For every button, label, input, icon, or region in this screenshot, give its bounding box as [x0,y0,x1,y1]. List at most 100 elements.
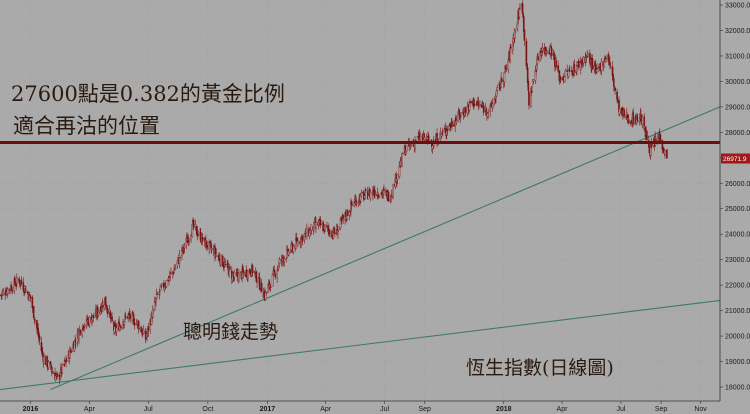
candle-body [65,359,68,362]
candle-body [133,323,136,326]
y-tick-label: 20000.0 [725,334,750,341]
candle-body [537,56,539,61]
candle-body [442,130,444,132]
x-tick-label: 2018 [496,406,512,413]
candle-body [523,29,526,41]
candle-body [276,270,278,279]
candle-body [401,153,403,164]
candle-body [52,372,54,374]
candle-body [238,272,240,282]
candle-body [473,98,475,107]
candle-body [297,240,299,246]
candle-body [563,76,566,83]
candle-body [29,295,32,299]
candle-body [427,135,430,141]
candle-body [446,128,449,132]
candle-body [14,277,16,285]
candle-body [84,325,86,327]
candle-body [38,335,41,341]
candle-body [487,112,490,114]
candle-body [106,308,109,314]
candle-body [531,86,534,92]
candle-body [659,134,662,142]
annotation-smart-money: 聰明錢走勢 [183,321,278,343]
candle-body [333,227,335,235]
candle-body [70,351,73,353]
candle-body [582,57,585,64]
candle-body [521,3,524,14]
candle-body [88,316,91,325]
candle-body [138,325,141,329]
y-tick-label: 25000.0 [725,206,750,213]
candle-body [285,258,287,261]
y-tick-label: 28000.0 [725,130,750,137]
candle-body [69,348,71,359]
candle-body [564,70,567,77]
trendline [50,106,721,391]
candle-body [286,249,288,259]
candle-body [360,192,363,197]
candle-body [47,361,50,369]
candle-body [519,6,521,9]
candle-body [278,258,281,264]
candle-body [6,288,9,295]
candle-body [436,133,438,145]
candle-body [664,150,666,155]
candle-body [378,194,381,197]
candle-body [648,146,651,154]
candle-body [210,247,213,250]
y-tick-label: 24000.0 [725,232,750,239]
candle-body [256,281,258,283]
candle-body [227,262,229,268]
candle-body [605,57,607,60]
candle-body [482,105,485,113]
candle-body [201,236,204,242]
candle-body [215,253,218,257]
candle-body [183,246,186,248]
y-tick-label: 18000.0 [725,385,750,392]
candle-body [301,235,304,243]
candle-body [247,270,249,279]
candle-body [324,224,326,231]
candle-body [142,329,145,334]
candle-body [603,61,605,68]
candle-body [473,104,476,106]
candle-body [96,307,99,316]
candle-body [396,174,399,180]
candle-body [478,104,480,107]
x-tick-label: Apr [320,406,332,413]
x-tick-label: 2017 [260,406,276,413]
candle-body [367,195,370,200]
y-tick-label: 22000.0 [725,283,750,290]
y-tick-label: 19000.0 [725,359,750,366]
candle-body [377,196,380,199]
candle-body [530,88,532,107]
candle-body [41,351,44,357]
candle-body [147,326,150,332]
candle-body [528,92,530,106]
annotation-hsi: 恆生指數(日線圖) [466,357,614,379]
candle-body [555,60,557,67]
candle-body [74,342,77,344]
candle-body [585,56,588,58]
candle-body [485,108,488,113]
annotation-golden-ratio: 27600點是0.382的黃金比例 [11,82,285,106]
candle-body [514,28,517,31]
candle-body [627,119,630,124]
candle-body [641,116,644,125]
x-tick-label: Sep [655,406,668,413]
candle-body [550,47,553,56]
candle-body [403,153,405,155]
candle-body [535,64,538,71]
candle-body [491,103,494,109]
candle-body [155,292,158,299]
y-tick-label: 31000.0 [725,53,750,60]
candle-body [56,372,58,375]
candle-body [111,316,113,322]
y-axis-ticks: 18000.0 19000.0 20000.0 21000.0 22000.0 23000… [720,3,750,392]
candle-body [2,290,5,294]
candle-body [120,326,122,328]
candle-body [636,120,639,122]
candle-body [219,254,222,266]
